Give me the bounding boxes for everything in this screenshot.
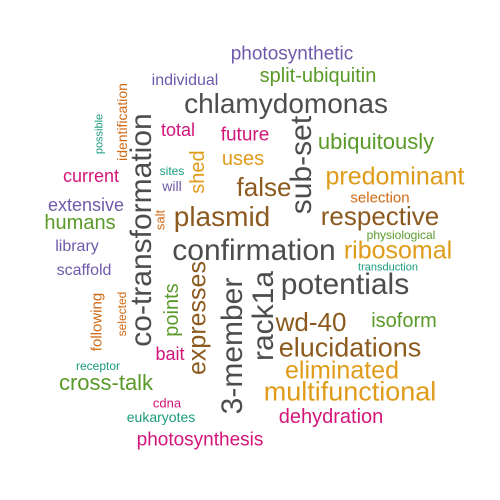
word-3-member: 3-member [216,277,249,415]
word-dehydration: dehydration [278,406,384,428]
word-split-ubiquitin: split-ubiquitin [259,65,377,87]
word-sites: sites [159,164,185,178]
word-transduction: transduction [358,261,418,274]
word-ubiquitously: ubiquitously [317,129,435,154]
word-following: following [88,292,106,352]
word-wd-40: wd-40 [275,307,347,337]
word-future: future [220,124,270,146]
word-cross-talk: cross-talk [58,370,154,395]
word-co-transformation: co-transformation [125,113,158,347]
word-shed: shed [187,150,209,194]
word-extensive: extensive [47,195,125,215]
word-physiological: physiological [366,228,436,242]
word-uses: uses [221,148,265,170]
word-predominant: predominant [325,162,465,191]
word-selection: selection [350,189,410,207]
word-cdna: cdna [152,395,182,411]
word-isoform: isoform [371,310,437,332]
word-confirmation: confirmation [172,234,336,267]
word-possible: possible [93,113,106,155]
word-potentials: potentials [280,268,410,301]
word-respective: respective [320,201,440,231]
word-points: points [161,283,183,337]
word-humans: humans [44,212,116,234]
word-chlamydomonas: chlamydomonas [184,88,388,119]
word-eliminated: eliminated [285,356,399,385]
word-will: will [162,178,182,194]
word-current: current [62,166,120,186]
word-bait: bait [155,344,185,364]
word-scaffold: scaffold [56,262,112,279]
word-multifunctional: multifunctional [263,376,437,407]
word-individual: individual [151,72,219,89]
word-eukaryotes: eukaryotes [126,409,196,425]
word-selected: selected [115,291,129,337]
word-total: total [160,120,196,140]
word-false: false [236,172,292,202]
word-library: library [55,238,99,255]
word-photosynthetic: photosynthetic [230,43,354,65]
word-plasmid: plasmid [173,201,271,232]
word-photosynthesis: photosynthesis [136,429,264,451]
word-expresses: expresses [183,261,212,375]
word-rack1a: rack1a [247,270,280,362]
word-receptor: receptor [75,359,121,373]
word-sub-set: sub-set [285,115,318,215]
word-elucidations: elucidations [278,332,422,363]
word-ribosomal: ribosomal [343,236,453,265]
